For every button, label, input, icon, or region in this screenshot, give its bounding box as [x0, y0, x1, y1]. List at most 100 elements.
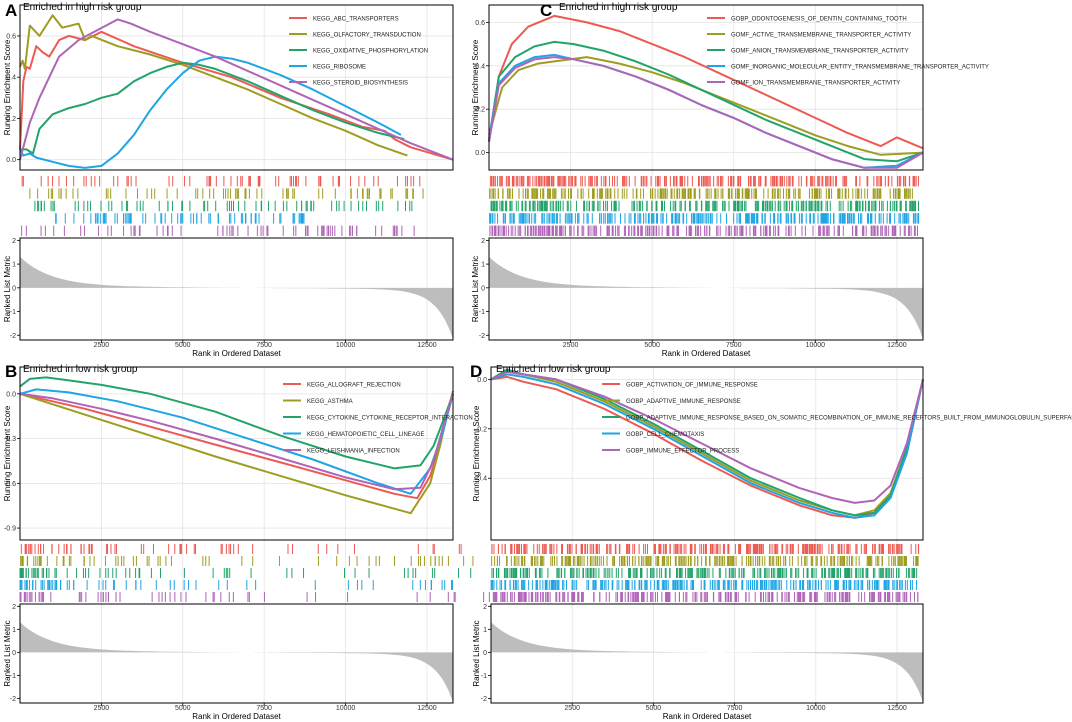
x-tick-label: 12500	[887, 342, 907, 349]
es-line-5	[19, 392, 454, 491]
legend-label: KEGG_ASTHMA	[307, 399, 353, 405]
es-y-axis-label: Running Enrichment Score	[3, 39, 12, 135]
x-tick-label: 2500	[564, 705, 580, 712]
metric-y-tick-label: 0	[483, 650, 487, 657]
es-frame	[19, 366, 454, 541]
legend-label: KEGG_ABC_TRANSPORTERS	[313, 17, 399, 23]
legend-label: GOBP_CELL_CHEMOTAXIS	[626, 432, 704, 438]
ranked-list-metric-area	[491, 622, 923, 703]
es-line-3	[19, 376, 454, 470]
legend-label: KEGG_OXIDATIVE_PHOSPHORYLATION	[313, 49, 428, 55]
es-line-4	[488, 53, 924, 169]
y-tick-label: 0.2	[475, 107, 485, 114]
es-y-axis-label: Running Enrichment Score	[3, 405, 12, 501]
metric-frame	[490, 603, 924, 704]
ranked-list-metric-area	[20, 256, 453, 340]
metric-frame	[19, 603, 454, 704]
metric-y-tick-label: -2	[479, 333, 485, 340]
x-tick-label: 2500	[94, 342, 110, 349]
es-line-3	[488, 40, 924, 163]
metric-y-axis-label: Ranked List Metric	[471, 256, 480, 322]
es-line-2	[19, 14, 408, 157]
es-line-2	[488, 56, 924, 156]
panel-title: Enriched in low risk group	[496, 364, 611, 375]
metric-y-tick-label: -1	[10, 673, 16, 680]
legend-label: GOMF_ANION_TRANSMEMBRANE_TRANSPORTER_ACT…	[731, 49, 909, 55]
panel-c: 0.0 0.2 0.4 0.6 Running Enrichment Score 2 1 0 -…	[471, 1, 989, 358]
panel-title: Enriched in low risk group	[23, 364, 138, 375]
y-tick-label: 0.0	[475, 150, 485, 157]
panel-letter: C	[540, 1, 552, 20]
y-tick-label: 0.0	[6, 157, 16, 164]
es-line-5	[490, 370, 924, 504]
metric-y-tick-label: -2	[10, 333, 16, 340]
y-tick-label: -0.9	[4, 526, 16, 533]
metric-y-tick-label: 1	[483, 627, 487, 634]
hit-marks	[490, 544, 920, 602]
legend-label: KEGG_RIBOSOME	[313, 65, 366, 71]
y-tick-label: 0.6	[475, 20, 485, 27]
y-tick-label: -0.3	[4, 436, 16, 443]
es-y-axis-label: Running Enrichment Score	[471, 39, 480, 135]
hit-marks	[19, 544, 666, 602]
x-axis-label: Rank in Ordered Dataset	[192, 349, 281, 358]
x-axis-label: Rank in Ordered Dataset	[663, 712, 752, 721]
x-tick-label: 12500	[887, 705, 907, 712]
metric-y-tick-label: 2	[483, 604, 487, 611]
es-line-1	[488, 14, 924, 150]
legend-label: KEGG_STEROID_BIOSYNTHESIS	[313, 81, 408, 87]
x-tick-label: 2500	[94, 705, 110, 712]
legend-label: GOMF_INORGANIC_MOLECULAR_ENTITY_TRANSMEM…	[731, 65, 989, 71]
es-y-axis-label: Running Enrichment Score	[472, 405, 481, 501]
legend-label: KEGG_LEISHMANIA_INFECTION	[307, 449, 400, 455]
x-tick-label: 12500	[417, 342, 437, 349]
x-axis-label: Rank in Ordered Dataset	[662, 349, 751, 358]
panel-letter: A	[5, 1, 17, 20]
panel-title: Enriched in high risk group	[23, 2, 142, 13]
x-tick-label: 10000	[806, 342, 826, 349]
es-line-1	[19, 30, 454, 161]
es-frame	[488, 4, 924, 171]
legend-label: GOBP_ADAPTIVE_IMMUNE_RESPONSE	[626, 399, 741, 405]
metric-y-axis-label: Ranked List Metric	[472, 620, 481, 686]
x-axis-label: Rank in Ordered Dataset	[192, 712, 281, 721]
es-line-5	[488, 56, 924, 169]
metric-y-tick-label: -2	[10, 696, 16, 703]
x-tick-label: 7500	[726, 342, 742, 349]
es-line-2	[490, 370, 924, 517]
x-tick-label: 12500	[417, 705, 437, 712]
legend-label: KEGG_ALLOGRAFT_REJECTION	[307, 383, 401, 389]
metric-frame	[19, 237, 454, 341]
legend-label: KEGG_OLFACTORY_TRANSDUCTION	[313, 33, 421, 39]
es-line-2	[19, 390, 454, 515]
y-tick-label: 0.4	[6, 75, 16, 82]
metric-y-tick-label: 0	[12, 285, 16, 292]
ranked-list-metric-area	[20, 622, 453, 703]
y-tick-label: 0.4	[475, 63, 485, 70]
panel-title: Enriched in high risk group	[559, 2, 678, 13]
y-tick-label: 0.0	[6, 391, 16, 398]
metric-y-tick-label: 0	[12, 650, 16, 657]
legend: KEGG_ALLOGRAFT_REJECTION KEGG_ASTHMA KEGG_…	[283, 383, 473, 455]
es-line-3	[20, 61, 405, 155]
metric-y-tick-label: -1	[10, 309, 16, 316]
metric-y-tick-label: 2	[12, 604, 16, 611]
x-tick-label: 5000	[175, 705, 191, 712]
y-tick-label: -0.2	[475, 426, 487, 433]
legend: KEGG_ABC_TRANSPORTERS KEGG_OLFACTORY_TRAN…	[289, 17, 428, 87]
x-tick-label: 2500	[563, 342, 579, 349]
x-tick-label: 7500	[256, 342, 272, 349]
legend-label: GOBP_ADAPTIVE_IMMUNE_RESPONSE_BASED_ON_S…	[626, 416, 1072, 422]
legend-label: GOBP_ODONTOGENESIS_OF_DENTIN_CONTAINING_…	[731, 17, 907, 23]
y-tick-label: 0.2	[6, 116, 16, 123]
x-tick-label: 10000	[336, 705, 356, 712]
metric-y-tick-label: 1	[481, 262, 485, 269]
metric-y-axis-label: Ranked List Metric	[3, 620, 12, 686]
hit-marks	[489, 176, 920, 236]
legend: GOBP_ACTIVATION_OF_IMMUNE_RESPONSE GOBP_A…	[602, 383, 1072, 455]
metric-y-axis-label: Ranked List Metric	[3, 256, 12, 322]
es-line-3	[490, 368, 924, 517]
legend-label: GOBP_ACTIVATION_OF_IMMUNE_RESPONSE	[626, 383, 758, 389]
